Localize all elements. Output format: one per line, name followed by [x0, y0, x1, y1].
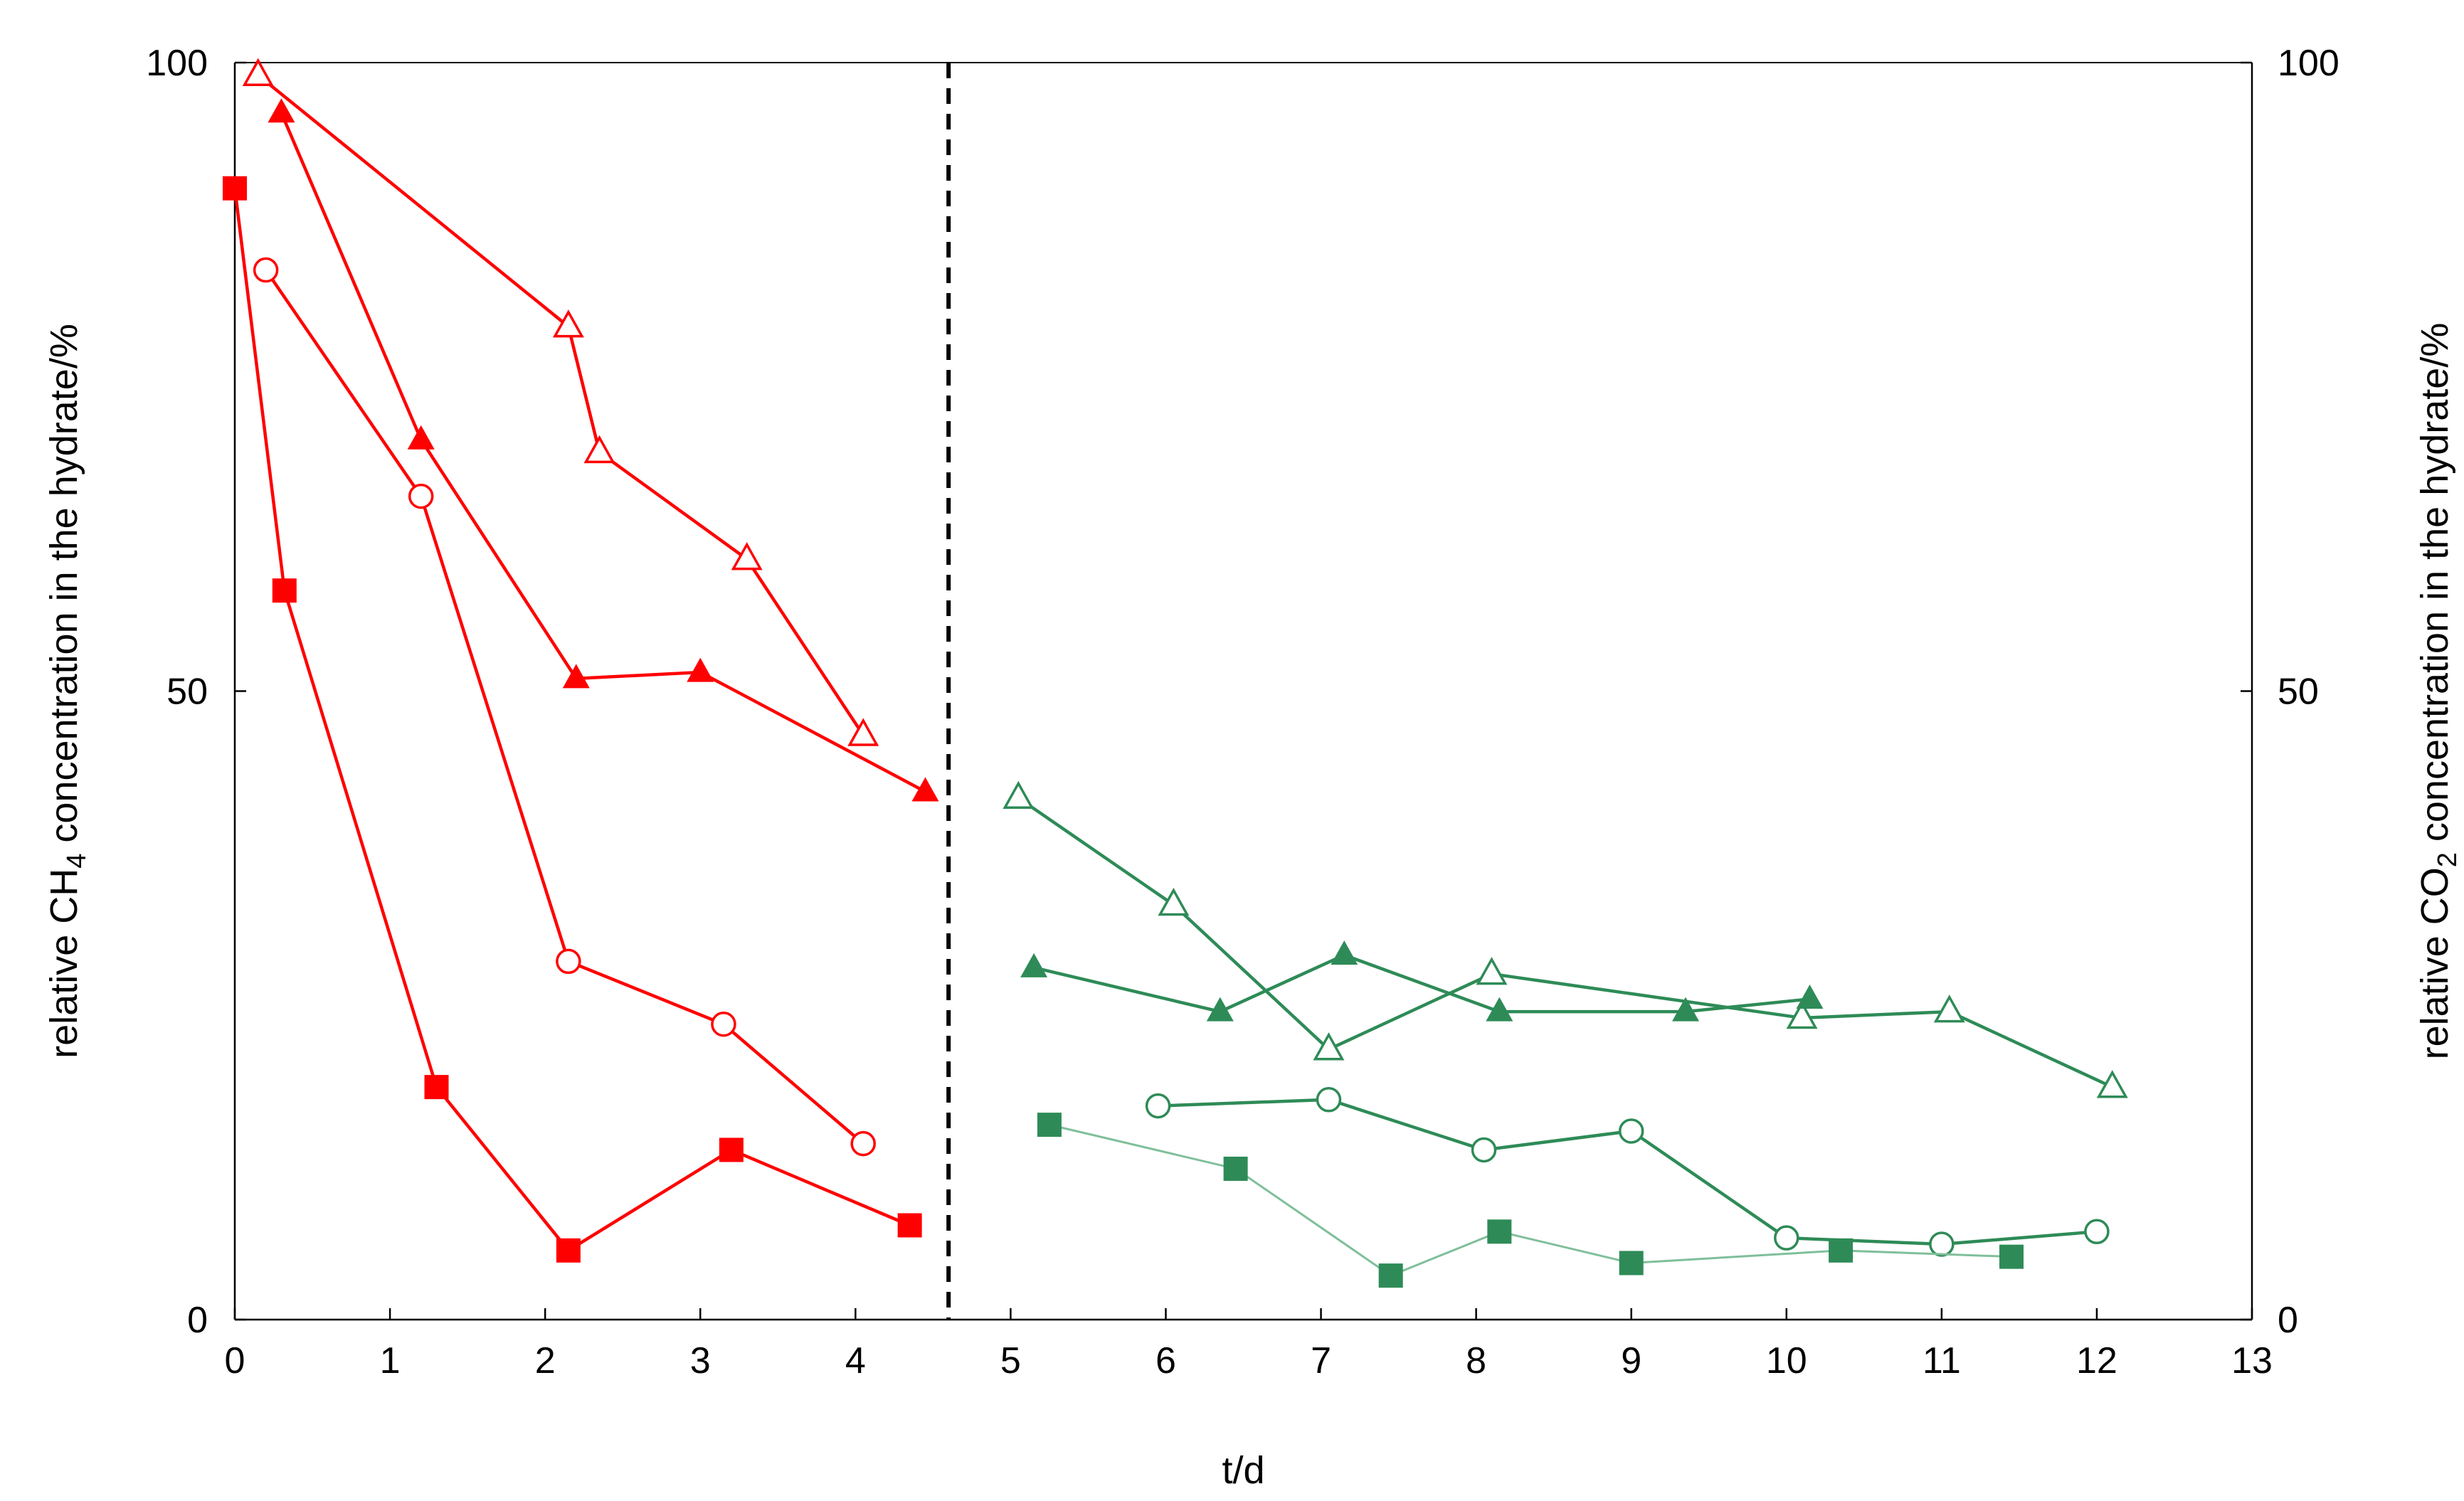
x-tick-label: 0: [225, 1340, 245, 1381]
triangle-marker: [552, 309, 584, 338]
square-marker: [1378, 1263, 1403, 1288]
y-right-suffix: concentration in the hydrate/%: [2413, 323, 2456, 852]
y-right-subscript: 2: [2433, 852, 2463, 867]
x-axis-title: t/d: [1222, 1449, 1264, 1492]
triangle-marker: [242, 58, 274, 87]
x-tick-label: 4: [845, 1340, 866, 1381]
square-marker: [1223, 1156, 1248, 1181]
x-tick-label: 3: [690, 1340, 711, 1381]
triangle-marker: [1313, 1032, 1345, 1061]
series-line: [1049, 1123, 2012, 1277]
triangle-marker: [731, 541, 763, 571]
series-co2-triangle-open: [1003, 780, 2128, 1098]
x-tick-label: 12: [2076, 1340, 2117, 1381]
x-tick-label: 10: [1766, 1340, 1807, 1381]
y-left-tick-label: 100: [146, 43, 208, 84]
series-co2-square-filled: [1037, 1113, 2024, 1288]
triangle-marker: [1020, 953, 1048, 977]
circle-marker: [1774, 1225, 1799, 1251]
triangle-marker: [2096, 1070, 2128, 1098]
x-tick-label: 6: [1156, 1340, 1176, 1381]
square-marker: [556, 1238, 581, 1263]
y-left-suffix: concentration in the hydrate/%: [43, 324, 85, 853]
triangle-marker: [1796, 985, 1824, 1009]
series-ch4-triangle-open: [242, 58, 879, 746]
axes: [233, 62, 2253, 1321]
series-line: [1017, 796, 2113, 1089]
y-left-tick-label: 50: [166, 672, 208, 713]
series-line: [257, 73, 865, 736]
circle-marker: [1471, 1137, 1497, 1163]
square-marker: [1037, 1113, 1062, 1137]
series-ch4-square-filled: [223, 176, 922, 1263]
y-left-prefix: relative CH: [43, 869, 85, 1059]
square-marker: [272, 578, 297, 603]
square-marker: [1829, 1238, 1854, 1263]
x-tick-label: 8: [1466, 1340, 1486, 1381]
y-right-prefix: relative CO: [2413, 867, 2456, 1059]
triangle-marker: [268, 98, 295, 123]
series-ch4-triangle-filled: [268, 98, 939, 802]
circle-marker: [1145, 1093, 1171, 1119]
triangle-marker: [1206, 997, 1234, 1022]
circle-marker: [408, 483, 434, 509]
triangle-marker: [562, 664, 590, 689]
square-marker: [1487, 1219, 1512, 1244]
triangle-marker: [1672, 997, 1700, 1022]
y-axis-right-title: relative CO2 concentration in the hydrat…: [2413, 323, 2463, 1060]
y-axis-left-title: relative CH4 concentration in the hydrat…: [43, 324, 92, 1059]
y-right-tick-label: 0: [2278, 1300, 2298, 1341]
series-line: [264, 269, 864, 1145]
series-co2-circle-open: [1145, 1087, 2110, 1257]
triangle-marker: [687, 657, 714, 682]
circle-marker: [253, 257, 279, 283]
circle-marker: [556, 948, 581, 975]
circle-marker: [711, 1012, 736, 1037]
x-tick-label: 7: [1311, 1340, 1331, 1381]
square-marker: [897, 1213, 922, 1238]
y-left-tick-label: 0: [187, 1300, 208, 1341]
square-marker: [223, 176, 247, 201]
x-tick-label: 2: [535, 1340, 556, 1381]
y-right-tick-label: 100: [2278, 43, 2339, 84]
x-tick-label: 9: [1621, 1340, 1641, 1381]
series-layer: [223, 58, 2128, 1288]
triangle-marker: [1331, 940, 1358, 965]
triangle-marker: [583, 435, 615, 464]
series-line: [233, 188, 911, 1253]
x-tick-label: 11: [1923, 1340, 1961, 1381]
circle-marker: [1618, 1118, 1644, 1144]
circle-marker: [2084, 1219, 2110, 1245]
series-line: [1033, 953, 1810, 1014]
circle-marker: [1929, 1231, 1955, 1257]
triangle-marker: [1476, 957, 1508, 985]
square-marker: [1619, 1251, 1644, 1275]
triangle-marker: [1003, 780, 1035, 810]
y-right-tick-label: 50: [2278, 672, 2319, 713]
x-tick-label: 5: [1000, 1340, 1021, 1381]
triangle-marker: [407, 425, 435, 450]
triangle-marker: [1786, 1000, 1818, 1029]
triangle-marker: [1933, 995, 1965, 1023]
square-marker: [1999, 1244, 2024, 1269]
y-left-subscript: 4: [62, 854, 92, 869]
series-ch4-circle-open: [253, 257, 876, 1157]
x-tick-label: 13: [2231, 1340, 2273, 1381]
triangle-marker: [911, 777, 939, 802]
triangle-marker: [1158, 887, 1190, 916]
x-tick-label: 1: [380, 1340, 401, 1381]
square-marker: [719, 1137, 744, 1162]
square-marker: [424, 1075, 449, 1100]
axis-titles: t/d relative CH4 concentration in the hy…: [43, 323, 2463, 1492]
circle-marker: [1316, 1087, 1342, 1113]
series-co2-triangle-filled: [1020, 940, 1824, 1022]
triangle-marker: [847, 718, 879, 746]
triangle-marker: [1486, 997, 1513, 1022]
circle-marker: [850, 1130, 876, 1157]
